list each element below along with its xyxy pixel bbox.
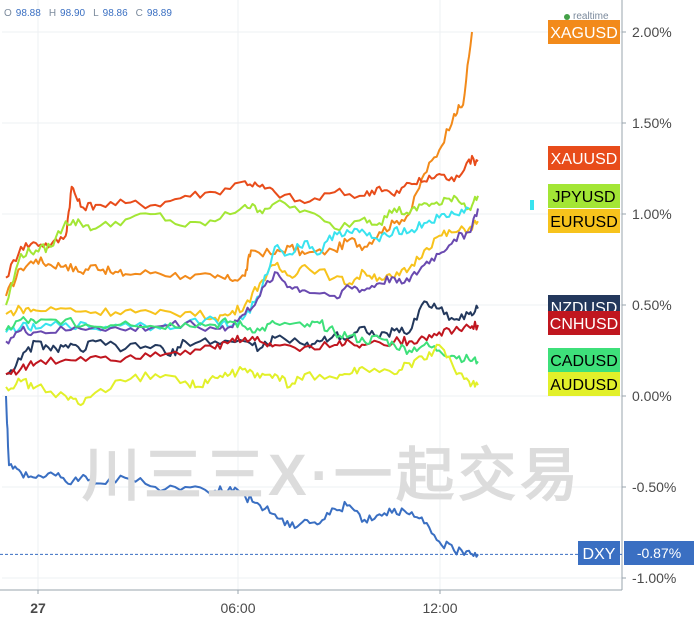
realtime-indicator: realtime xyxy=(564,11,609,22)
value-label-dxy: -0.87% xyxy=(637,545,681,561)
y-tick-label: 1.50% xyxy=(632,115,672,131)
series-label-cnhusd: CNHUSD xyxy=(550,316,618,333)
x-tick-label: 06:00 xyxy=(220,600,255,616)
y-tick-label: 2.00% xyxy=(632,24,672,40)
y-tick-label: -0.50% xyxy=(632,479,676,495)
series-label-cadusd: CADUSD xyxy=(550,353,618,370)
series-line-xauusd xyxy=(5,154,479,279)
ohlc-readout: O 98.88 H 98.90 L 98.86 C 98.89 xyxy=(4,8,176,19)
series-label-bg-audusd xyxy=(548,372,620,396)
realtime-label: realtime xyxy=(573,11,609,22)
value-label-bg-dxy xyxy=(624,541,694,565)
x-tick-label: 27 xyxy=(30,600,46,616)
series-line-cadusd xyxy=(5,316,479,365)
ohlc-close-key: C xyxy=(135,8,143,19)
ohlc-close-value: 98.89 xyxy=(146,8,172,19)
series-line-xagusd xyxy=(5,31,473,297)
series-label-bg-cnhusd xyxy=(548,311,620,335)
series-label-audusd: AUDUSD xyxy=(550,377,618,394)
series-line-cnhusd xyxy=(5,320,479,376)
series-label-xauusd: XAUUSD xyxy=(551,151,618,168)
series-label-jpyusd: JPYUSD xyxy=(552,189,615,206)
ohlc-open-key: O xyxy=(4,8,12,19)
series-line-jpyusd xyxy=(5,194,479,306)
ohlc-low-value: 98.86 xyxy=(102,8,128,19)
series-label-xagusd: XAGUSD xyxy=(550,25,618,42)
series-label-bg-cadusd xyxy=(548,348,620,372)
realtime-dot-icon xyxy=(564,13,570,20)
ohlc-low-key: L xyxy=(93,8,99,19)
series-label-bg-jpyusd xyxy=(548,184,620,208)
y-tick-label: -1.00% xyxy=(632,570,676,586)
series-label-bg-dxy xyxy=(578,541,620,565)
y-tick-label: 0.50% xyxy=(632,297,672,313)
ohlc-open-value: 98.88 xyxy=(15,8,41,19)
y-tick-label: 0.00% xyxy=(632,388,672,404)
series-line-nzdusd xyxy=(5,300,479,376)
series-line-audusd xyxy=(5,343,479,407)
series-label-dxy: DXY xyxy=(583,546,616,563)
ohlc-high-key: H xyxy=(48,8,57,19)
jpyusd-marker xyxy=(530,200,534,210)
series-line-dxy xyxy=(5,395,479,558)
series-label-eurusd: EURUSD xyxy=(550,214,618,231)
y-tick-label: 1.00% xyxy=(632,206,672,222)
series-label-bg-xagusd xyxy=(548,20,620,44)
series-line-purple xyxy=(5,208,479,345)
ohlc-high-value: 98.90 xyxy=(60,8,86,19)
series-label-bg-xauusd xyxy=(548,146,620,170)
x-tick-label: 12:00 xyxy=(422,600,457,616)
series-line-eurusd xyxy=(5,219,479,323)
series-label-bg-eurusd xyxy=(548,209,620,233)
watermark: 川三三X·一起交易 xyxy=(82,443,583,508)
